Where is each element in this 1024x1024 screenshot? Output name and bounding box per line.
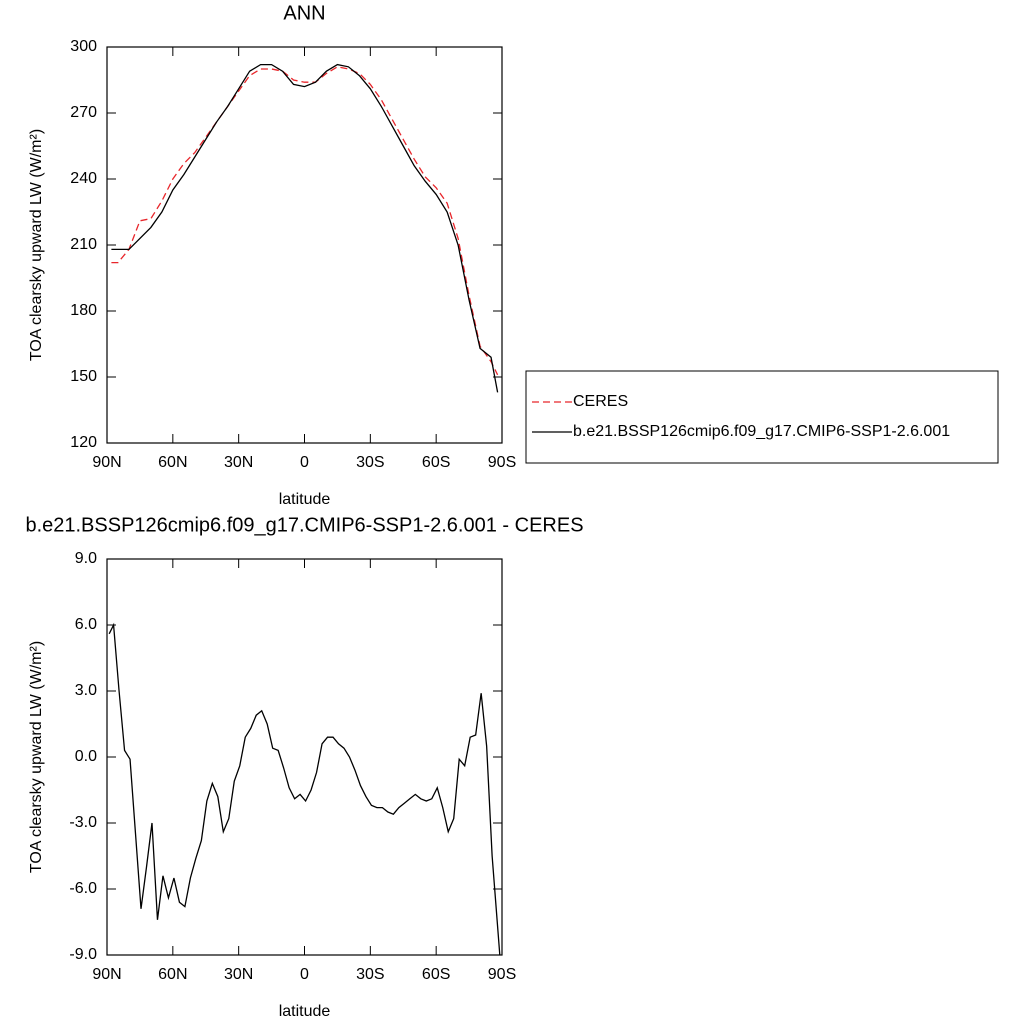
x-tick-label: 60S [422, 454, 450, 471]
x-tick-label: 60N [158, 966, 187, 983]
x-tick-label: 90N [92, 454, 121, 471]
y-tick-label: 180 [70, 302, 97, 319]
y-tick-label: 150 [70, 368, 97, 385]
x-tick-label: 0 [300, 966, 309, 983]
x-tick-label: 90N [92, 966, 121, 983]
series-line [111, 63, 499, 393]
y-axis-label: TOA clearsky upward LW (W/m²) [28, 641, 45, 873]
x-tick-label: 30N [224, 454, 253, 471]
x-tick-label: 90S [488, 966, 516, 983]
x-tick-label: 30S [356, 454, 384, 471]
y-tick-label: 210 [70, 236, 97, 253]
x-tick-label: 30N [224, 966, 253, 983]
y-tick-label: 120 [70, 434, 97, 451]
plot-frame [106, 46, 503, 444]
x-tick-label: 0 [300, 454, 309, 471]
y-tick-label: 270 [70, 104, 97, 121]
chart-title: b.e21.BSSP126cmip6.f09_g17.CMIP6-SSP1-2.… [25, 514, 583, 536]
plot-frame [106, 558, 503, 956]
series-line [111, 66, 499, 376]
chart-title: ANN [283, 2, 325, 24]
x-tick-label: 60S [422, 966, 450, 983]
legend-label: b.e21.BSSP126cmip6.f09_g17.CMIP6-SSP1-2.… [573, 423, 950, 440]
x-tick-label: 90S [488, 454, 516, 471]
y-tick-label: -9.0 [69, 946, 97, 963]
x-axis-label: latitude [279, 491, 331, 508]
y-tick-label: 0.0 [75, 748, 97, 765]
y-axis-label: TOA clearsky upward LW (W/m²) [28, 129, 45, 361]
legend-box [525, 370, 999, 464]
x-axis-label: latitude [279, 1003, 331, 1020]
x-tick-label: 30S [356, 966, 384, 983]
series-line [108, 622, 501, 956]
y-tick-label: 3.0 [75, 682, 97, 699]
legend-label: CERES [573, 393, 628, 410]
y-tick-label: 6.0 [75, 616, 97, 633]
y-tick-label: 300 [70, 38, 97, 55]
y-tick-label: 9.0 [75, 550, 97, 567]
y-tick-label: -3.0 [69, 814, 97, 831]
y-tick-label: -6.0 [69, 880, 97, 897]
y-tick-label: 240 [70, 170, 97, 187]
x-tick-label: 60N [158, 454, 187, 471]
